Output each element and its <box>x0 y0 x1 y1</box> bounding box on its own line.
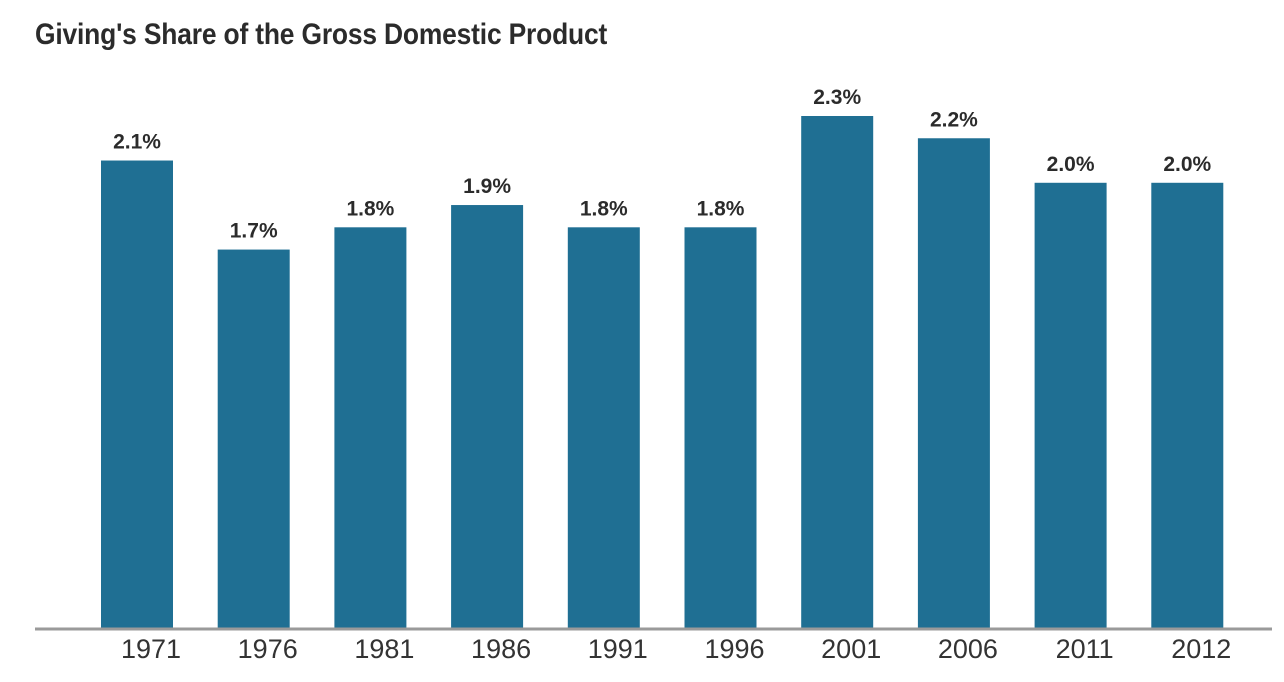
data-label-1986: 1.9% <box>463 175 511 198</box>
data-label-1971: 2.1% <box>113 131 161 154</box>
bar-2011 <box>1034 182 1107 629</box>
bar-2012 <box>1151 182 1224 629</box>
x-tick-label-1986: 1986 <box>471 634 531 664</box>
x-tick-label-1976: 1976 <box>238 634 298 664</box>
bar-1971 <box>101 160 173 629</box>
x-tick-label-2011: 2011 <box>1056 634 1114 664</box>
x-tick-label-2012: 2012 <box>1171 634 1231 664</box>
chart-title: Giving's Share of the Gross Domestic Pro… <box>35 18 608 51</box>
data-label-1976: 1.7% <box>230 220 278 243</box>
bar-1986 <box>451 205 524 629</box>
x-tick-label-2001: 2001 <box>821 634 881 664</box>
x-tick-label-1981: 1981 <box>354 634 414 664</box>
bars-group <box>101 116 1224 629</box>
data-label-2011: 2.0% <box>1047 153 1095 176</box>
bar-1991 <box>567 227 640 628</box>
data-label-1991: 1.8% <box>580 197 628 220</box>
x-tick-label-1991: 1991 <box>588 634 648 664</box>
x-tick-label-1996: 1996 <box>704 634 764 664</box>
data-labels-group: 2.1% 1.7% 1.8% 1.9% 1.8% 1.8% 2.3% 2.2% 2.0% 2.0% <box>113 86 1211 243</box>
x-tick-labels-group: 1971 1976 1981 1986 1991 1996 2001 2006 2011 2012 <box>121 634 1231 664</box>
bar-2001 <box>801 116 874 628</box>
data-label-1996: 1.8% <box>697 197 745 220</box>
data-label-2012: 2.0% <box>1163 153 1211 176</box>
data-label-2001: 2.3% <box>813 86 861 109</box>
data-label-2006: 2.2% <box>930 108 978 131</box>
bar-1976 <box>217 249 290 628</box>
data-label-1981: 1.8% <box>346 197 394 220</box>
bar-1981 <box>334 227 407 628</box>
x-tick-label-2006: 2006 <box>938 634 998 664</box>
x-tick-label-1971: 1971 <box>121 634 181 664</box>
bar-2006 <box>917 138 990 628</box>
bar-1996 <box>684 227 757 628</box>
